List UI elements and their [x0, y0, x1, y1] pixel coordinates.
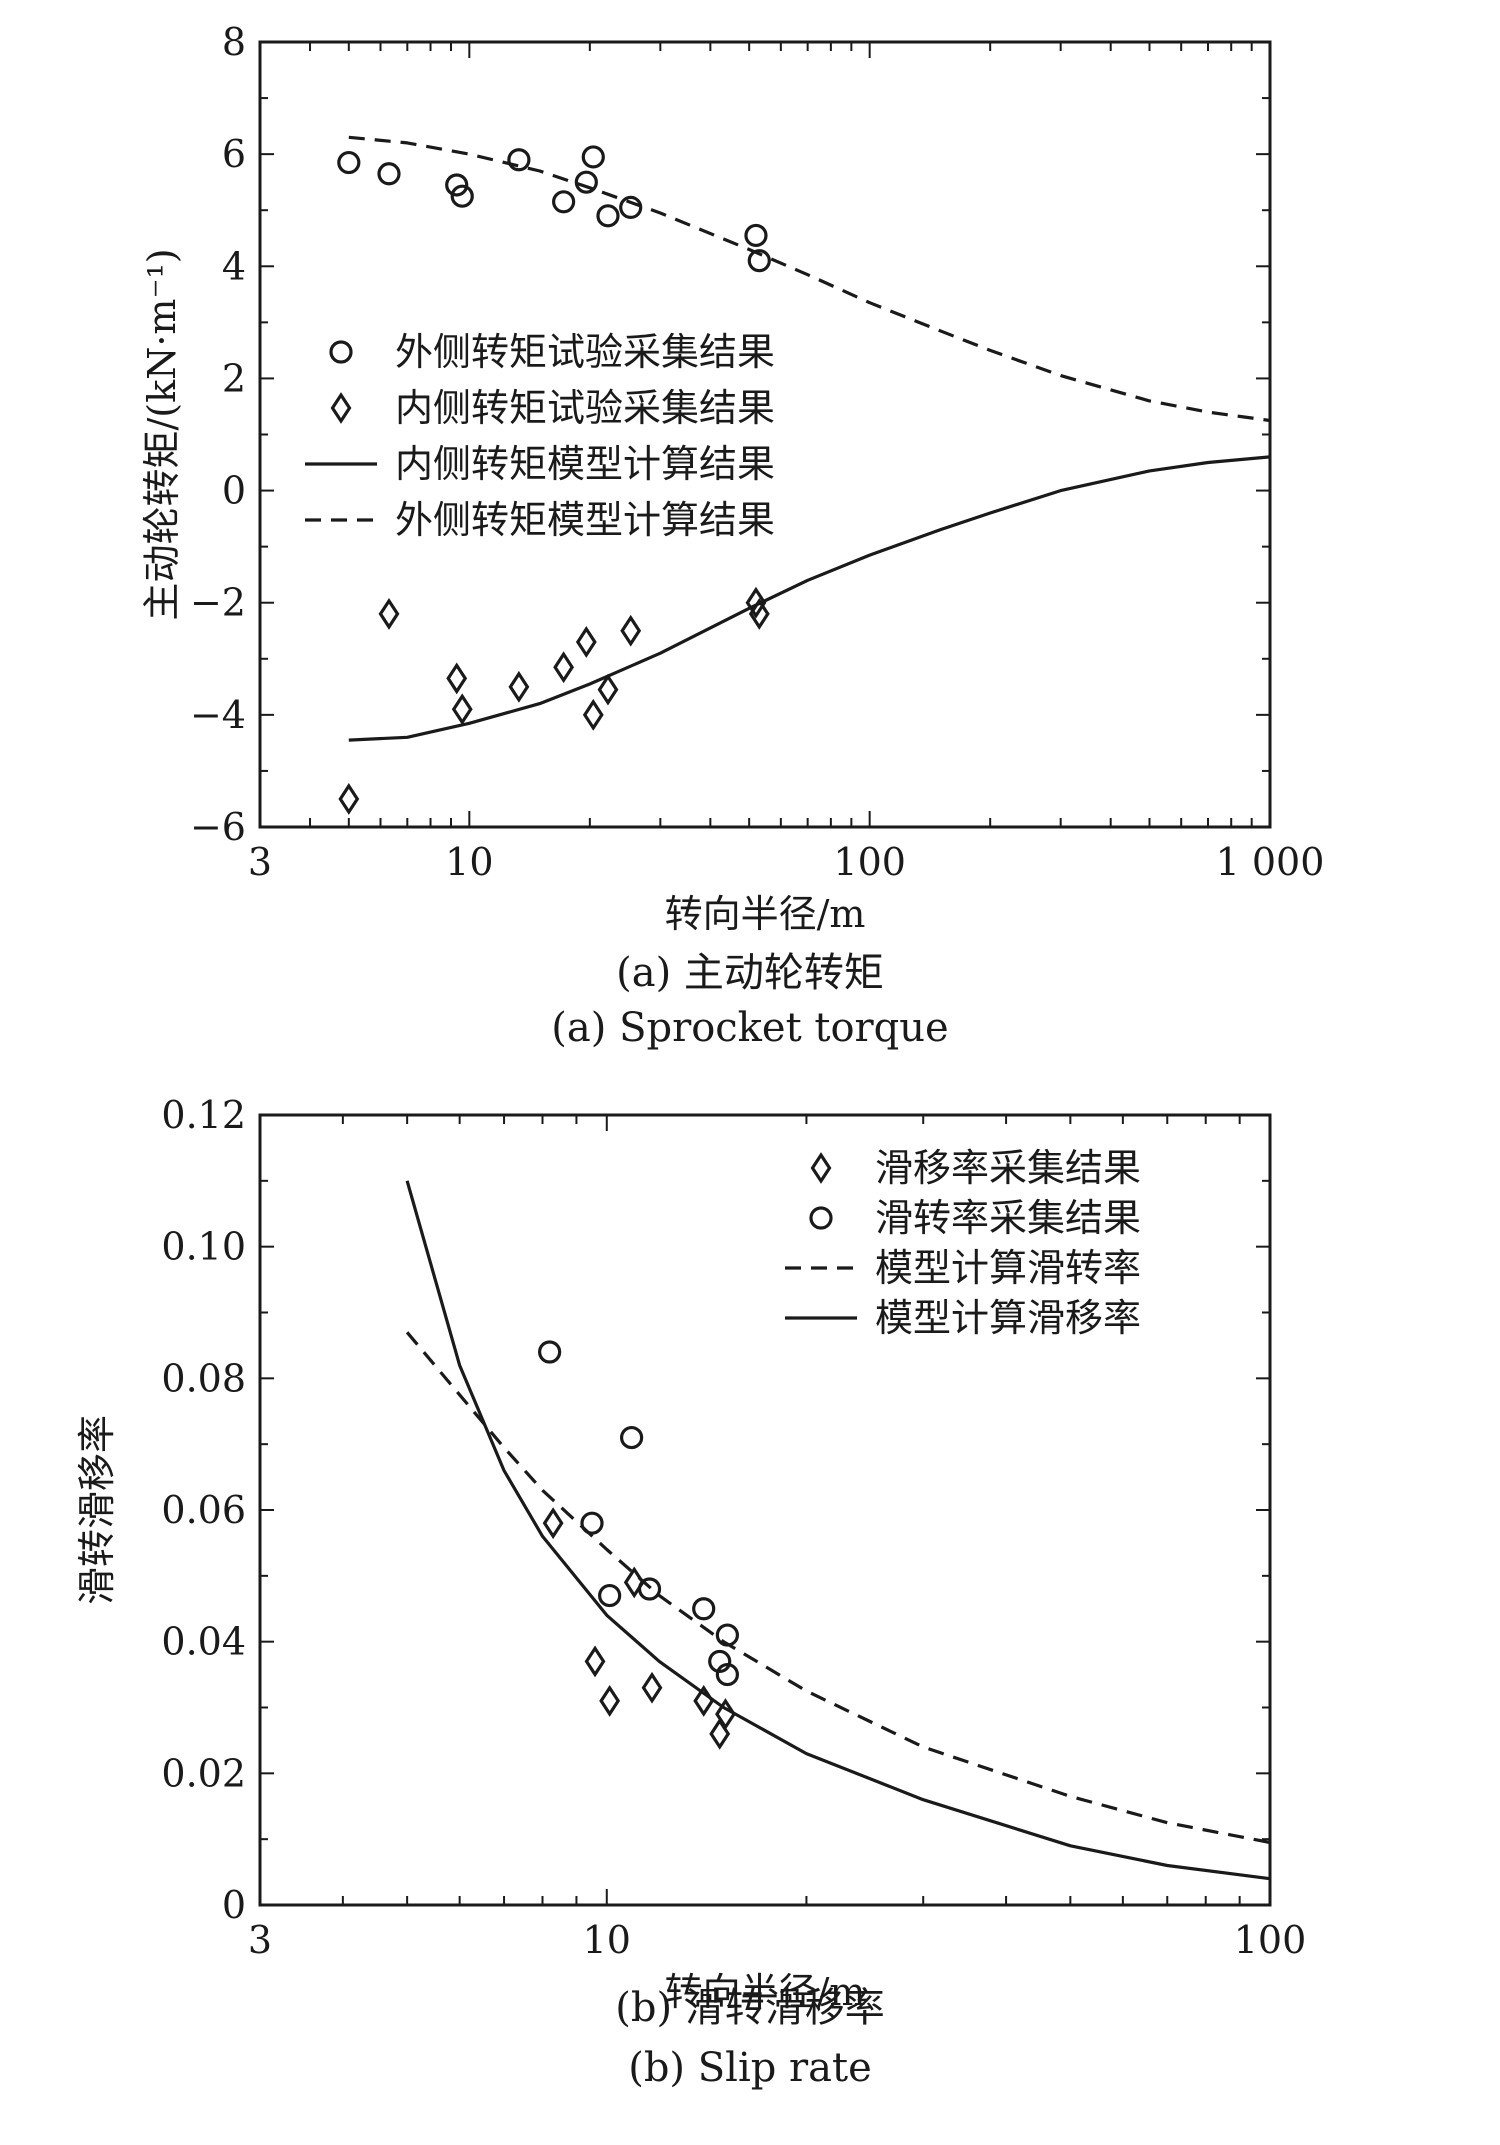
- chart-a-diamond-point: [597, 673, 619, 706]
- chart-b-legend-label: 模型计算滑移率: [875, 1296, 1141, 1340]
- chart-a-diamond-point: [446, 662, 468, 695]
- chart-b-legend-circle-swatch: [809, 1206, 833, 1230]
- chart-b-legend-label: 模型计算滑转率: [875, 1246, 1141, 1290]
- chart-a-legend-diamond-swatch: [330, 392, 352, 424]
- chart-a-y-tick-label: 6: [222, 132, 246, 176]
- chart-b-diamond-point: [599, 1684, 621, 1717]
- chart-a-y-tick-label: −6: [190, 805, 246, 849]
- chart-a-series-line: [348, 135, 1271, 423]
- chart-a-x-axis-title: 转向半径/m: [665, 892, 866, 936]
- chart-a-y-tick-label: 8: [222, 20, 246, 64]
- caption-b-en: (b) Slip rate: [628, 2045, 872, 2091]
- chart-a-circle-point: [574, 170, 598, 194]
- caption-b-cn: (b) 滑转滑移率: [615, 1985, 885, 2031]
- chart-b-series-3: [405, 1180, 1271, 1881]
- chart-b-series-line: [405, 1331, 1271, 1845]
- chart-a-circle-point: [450, 184, 474, 208]
- chart-a-series-0: [337, 145, 771, 273]
- chart-a-x-tick-label: 1 000: [1216, 840, 1325, 884]
- chart-a-circle-point: [744, 223, 768, 248]
- chart-b-circle-point: [715, 1662, 739, 1687]
- chart-a-plot-frame: [258, 40, 1272, 829]
- chart-a-series-1: [338, 586, 770, 815]
- chart-a-y-axis-title: 主动轮转矩/(kN·m⁻¹): [140, 248, 184, 620]
- chart-a-diamond-point: [508, 670, 530, 703]
- chart-a-diamond-point: [748, 598, 770, 630]
- chart-b-x-tick-label: 10: [583, 1918, 631, 1962]
- chart-a-legend-circle-swatch: [329, 340, 353, 364]
- chart-b-diamond-point: [715, 1698, 736, 1731]
- chart-b-series-line: [405, 1180, 1271, 1881]
- chart-a-series-line: [348, 455, 1271, 742]
- chart-a-circle-point: [337, 150, 361, 175]
- chart-b-x-tick-label: 100: [1234, 1918, 1307, 1962]
- chart-b-svg: 3 10 100 0 0.02 0.04 0.06 0.08 0.10 0.12 转向半径/m 滑转滑…: [75, 1093, 1307, 2014]
- chart-a-circle-point: [619, 195, 643, 220]
- chart-a-circle-point: [445, 173, 469, 197]
- chart-a-diamond-point: [620, 614, 642, 647]
- chart-b-legend-label: 滑转率采集结果: [875, 1196, 1141, 1240]
- chart-a-y-tick-label: 2: [222, 356, 246, 400]
- chart-a-diamond-point: [451, 693, 473, 726]
- chart-a-diamond-point: [745, 586, 767, 619]
- chart-a-circle-point: [552, 190, 576, 214]
- chart-b-x-tick-label: 3: [248, 1918, 272, 1962]
- chart-a-y-tick-label: −2: [190, 581, 246, 625]
- chart-a-diamond-point: [338, 783, 360, 815]
- chart-a-svg: 3 10 100 1 000 −6 −4 −2 0 2 4 6 8 转向半径/m 主动轮转矩/(kN·m⁻…: [140, 20, 1325, 936]
- chart-b-y-tick-label: 0.10: [161, 1225, 246, 1269]
- caption-a-en: (a) Sprocket torque: [551, 1005, 949, 1051]
- chart-a-legend-label: 内侧转矩试验采集结果: [395, 386, 775, 430]
- chart-b-circle-point: [598, 1583, 622, 1608]
- chart-b-circle-point: [580, 1511, 604, 1535]
- chart-b-y-tick-label: 0.04: [161, 1620, 246, 1664]
- chart-a-series-2: [348, 455, 1271, 742]
- chart-a-circle-point: [581, 145, 605, 169]
- chart-a-diamond-point: [378, 598, 400, 630]
- chart-b-x-axis-title: 转向半径/m: [665, 1970, 866, 2014]
- chart-b-circle-point: [715, 1623, 739, 1647]
- chart-a-circle-point: [507, 148, 531, 172]
- chart-a-diamond-point: [582, 698, 604, 731]
- chart-b-y-tick-label: 0.02: [161, 1751, 246, 1795]
- chart-a-circle-point: [747, 249, 771, 273]
- chart-b-series-2: [405, 1331, 1271, 1845]
- chart-a-y-tick-label: 4: [222, 244, 246, 288]
- chart-a-legend-label: 外侧转矩模型计算结果: [395, 498, 775, 542]
- chart-b-circle-point: [692, 1597, 716, 1621]
- chart-b-legend-label: 滑移率采集结果: [875, 1146, 1141, 1190]
- chart-a-legend-label: 外侧转矩试验采集结果: [395, 330, 775, 374]
- chart-a-diamond-point: [575, 626, 597, 658]
- chart-b-circle-point: [538, 1340, 562, 1364]
- chart-a-x-tick-label: 10: [445, 840, 493, 884]
- chart-sprocket-torque: 3 10 100 1 000 −6 −4 −2 0 2 4 6 8 转向半径/m 主动轮转矩/(kN·m⁻…: [0, 0, 1500, 1000]
- chart-b-series-1: [538, 1340, 739, 1687]
- chart-slip-rate: 3 10 100 0 0.02 0.04 0.06 0.08 0.10 0.12 转向半径/m 滑转滑…: [0, 1070, 1500, 2145]
- chart-a-x-tick-label: 3: [248, 840, 272, 884]
- chart-b-circle-point: [620, 1425, 644, 1450]
- chart-a-diamond-point: [553, 651, 575, 684]
- chart-b-y-tick-label: 0.06: [161, 1488, 246, 1532]
- chart-a-circle-point: [596, 204, 620, 228]
- chart-b-y-tick-label: 0: [222, 1883, 246, 1927]
- chart-b-y-tick-label: 0.08: [161, 1356, 246, 1400]
- chart-a-x-tick-label: 100: [833, 840, 906, 884]
- chart-b-circle-point: [637, 1577, 662, 1601]
- chart-a-legend-label: 内侧转矩模型计算结果: [395, 442, 775, 486]
- chart-b-y-axis-title: 滑转滑移率: [75, 1415, 119, 1605]
- chart-b-legend-diamond-swatch: [810, 1152, 832, 1184]
- chart-a-series-3: [348, 135, 1271, 423]
- chart-a-circle-point: [377, 162, 401, 186]
- chart-a-y-tick-label: −4: [190, 693, 246, 737]
- chart-b-diamond-point: [641, 1671, 663, 1704]
- chart-b-circle-point: [708, 1649, 732, 1674]
- chart-b-diamond-point: [542, 1507, 564, 1540]
- chart-b-y-tick-label: 0.12: [161, 1093, 246, 1137]
- chart-b-diamond-point: [584, 1645, 606, 1678]
- chart-a-y-tick-label: 0: [222, 469, 246, 513]
- caption-a-cn: (a) 主动轮转矩: [616, 950, 884, 996]
